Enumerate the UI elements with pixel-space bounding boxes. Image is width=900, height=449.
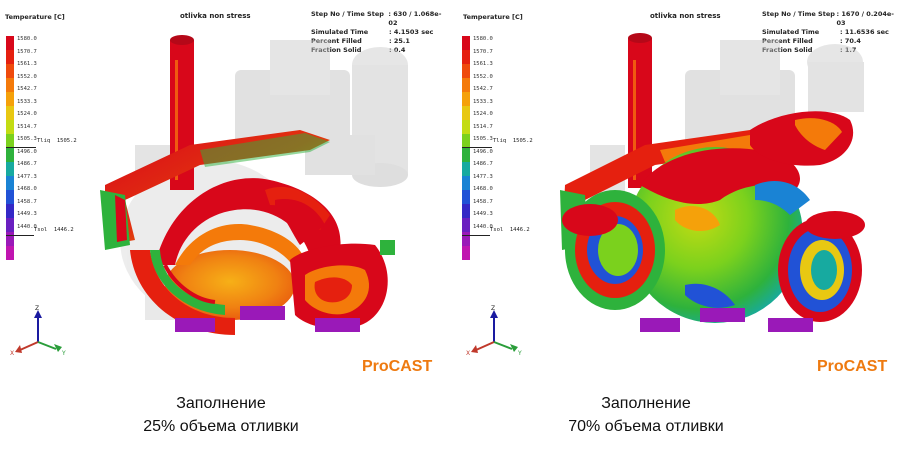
colorbar-segment [462, 232, 470, 246]
caption: Заполнение 70% объема отливки [568, 395, 724, 435]
colorbar-segment [462, 78, 470, 92]
casting-render-25: Z X Y [10, 35, 408, 357]
colorbar-segment [462, 190, 470, 204]
colorbar-segment [462, 50, 470, 64]
colorbar-tick-label: 1477.3 [473, 173, 493, 180]
colorbar-tick-label: 1514.7 [473, 123, 493, 130]
colorbar-segment [462, 148, 470, 162]
liquidus-marker [6, 147, 36, 148]
colorbar-segment [6, 176, 14, 190]
colorbar-tick-label: 1570.7 [17, 48, 37, 55]
caption: Заполнение 25% объема отливки [143, 395, 299, 435]
colorbar-tick-label: 1440.0 [17, 223, 37, 230]
axis-triad [471, 310, 518, 353]
colorbar-segment [6, 218, 14, 232]
temperature-colorbar [462, 36, 470, 260]
model-name: otlivka non stress [180, 12, 251, 20]
colorbar-tick-label: 1468.0 [473, 186, 493, 192]
runner [105, 130, 330, 245]
axis-z-label: Z [491, 305, 495, 312]
support-foot [175, 318, 215, 332]
colorbar-segment [6, 232, 14, 246]
colorbar-tick-label: 1440.0 [473, 223, 493, 230]
colorbar-tick-label: 1449.3 [473, 211, 493, 217]
axis-z-label: Z [35, 305, 39, 312]
colorbar-segment [6, 204, 14, 218]
colorbar-segment [6, 106, 14, 120]
colorbar-segment [462, 36, 470, 50]
colorbar-tick-label: 1468.0 [17, 186, 37, 192]
procast-logo: ProCAST [362, 358, 433, 375]
procast-logo: ProCAST [817, 358, 888, 375]
colorbar-tick-label: 1449.3 [17, 211, 37, 217]
colorbar-segment [462, 134, 470, 148]
axis-triad [15, 310, 62, 353]
axis-x-label: X [10, 350, 14, 357]
colorbar-segment [462, 106, 470, 120]
colorbar-tick-label: 1496.0 [473, 148, 493, 155]
colorbar-tick-label: 1552.0 [17, 73, 37, 80]
colorbar-tick-label: 1505.3 [473, 136, 493, 142]
colorbar-tick-label: 1486.7 [473, 161, 493, 167]
legend-title: Temperature [C] [463, 13, 523, 21]
support-foot [640, 318, 680, 332]
colorbar-segment [6, 134, 14, 148]
colorbar-tick-label: 1542.7 [473, 86, 493, 92]
axis-x-label: X [466, 350, 470, 357]
solidus-label: Tsol 1446.2 [490, 227, 530, 233]
colorbar-segment [462, 204, 470, 218]
casting-render-70: Z X Y [466, 33, 865, 357]
axis-y-label: Y [61, 350, 66, 357]
colorbar-segment [6, 36, 14, 50]
colorbar-tick-label: 1477.3 [17, 173, 37, 180]
colorbar-tick-label: 1505.3 [17, 136, 37, 142]
colorbar-tick-label: 1458.7 [473, 198, 493, 205]
solidus-marker [462, 235, 490, 236]
colorbar-tick-label: 1514.7 [17, 123, 37, 130]
right-simulation-panel: Temperature [C] 1580.0 1570.7 1561.3 1552.0… [450, 0, 900, 449]
solidus-marker [6, 235, 34, 236]
colorbar-tick-label: 1580.0 [473, 36, 493, 42]
solidus-label: Tsol 1446.2 [34, 227, 74, 233]
colorbar-segment [462, 218, 470, 232]
liquidus-label: Tliq 1505.2 [37, 138, 77, 144]
colorbar-segment [462, 176, 470, 190]
colorbar-segment [462, 246, 470, 260]
colorbar-segment [6, 246, 14, 260]
colorbar-tick-label: 1524.0 [473, 111, 493, 117]
colorbar-tick-label: 1552.0 [473, 73, 493, 80]
colorbar-tick-label: 1458.7 [17, 198, 37, 205]
colorbar-segment [462, 120, 470, 134]
simulation-info: Step No / Time Step: 630 / 1.068e-02 Sim… [311, 10, 442, 54]
axis-y-label: Y [517, 350, 522, 357]
model-name: otlivka non stress [650, 12, 721, 20]
colorbar-segment [6, 64, 14, 78]
colorbar-segment [6, 50, 14, 64]
colorbar-tick-label: 1533.3 [17, 98, 37, 105]
colorbar-tick-label: 1580.0 [17, 36, 37, 42]
temperature-colorbar [6, 36, 14, 260]
liquidus-marker [462, 147, 492, 148]
simulation-info: Step No / Time Step: 1670 / 0.204e-03 Si… [762, 10, 894, 54]
colorbar-tick-label: 1486.7 [17, 161, 37, 167]
colorbar-segment [462, 162, 470, 176]
colorbar-segment [6, 92, 14, 106]
colorbar-segment [462, 64, 470, 78]
colorbar-segment [6, 190, 14, 204]
colorbar-segment [6, 148, 14, 162]
colorbar-tick-label: 1561.3 [17, 61, 37, 67]
left-simulation-panel: Temperature [C] 1580.0 1570.7 1561.3 1552.0… [5, 10, 442, 435]
liquidus-label: Tliq 1505.2 [493, 138, 533, 144]
colorbar-segment [6, 120, 14, 134]
colorbar-tick-label: 1570.7 [473, 48, 493, 55]
colorbar-segment [6, 78, 14, 92]
colorbar-tick-label: 1561.3 [473, 61, 493, 67]
colorbar-tick-label: 1533.3 [473, 98, 493, 105]
legend-title: Temperature [C] [5, 13, 65, 21]
colorbar-segment [6, 162, 14, 176]
colorbar-tick-label: 1542.7 [17, 86, 37, 92]
colorbar-tick-label: 1524.0 [17, 111, 37, 117]
colorbar-segment [462, 92, 470, 106]
colorbar-tick-label: 1496.0 [17, 148, 37, 155]
